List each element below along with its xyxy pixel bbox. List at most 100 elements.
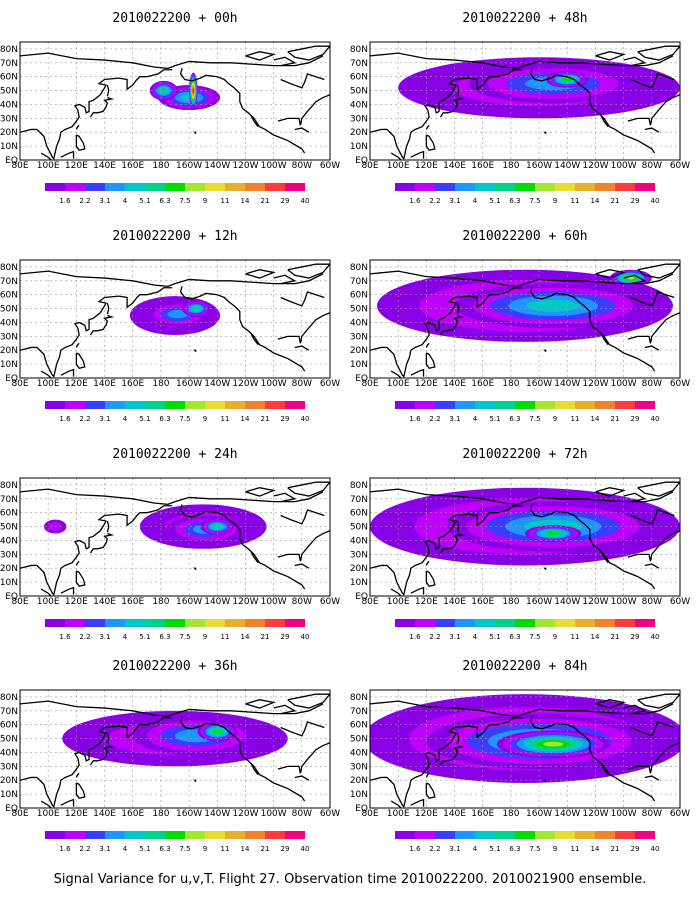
arctic-islands-coast (273, 704, 297, 715)
lat-tick-label: 40N (0, 318, 18, 328)
colorbar-label: 29 (631, 845, 640, 853)
variance-field (377, 269, 673, 342)
colorbar-segment (435, 619, 455, 627)
colorbar-label: 2.2 (79, 845, 90, 853)
cuba-coast (644, 127, 660, 133)
arctic-islands-coast (623, 492, 647, 503)
colorbar-segment (65, 183, 85, 191)
colorbar-segment (185, 401, 205, 409)
asia-coast (20, 287, 173, 378)
colorbar-segment (455, 183, 475, 191)
colorbar-label: 3.1 (449, 415, 460, 423)
colorbar-segment (515, 831, 535, 839)
colorbar-segment (575, 831, 595, 839)
lon-tick-label: 140W (554, 379, 580, 389)
colorbar: 1.6 2.2 3.1 4 5.1 6.3 7.5 9 11 14 21 29 40 (45, 831, 309, 853)
lon-tick-label: 180 (152, 379, 169, 389)
lon-tick-label: 120W (232, 379, 258, 389)
lat-tick-label: 10N (350, 142, 368, 152)
colorbar-label: 2.2 (79, 415, 90, 423)
map-panel: 2010022200 + 12h 80N 70N 60N 50N 40N 30N 20N 10N… (0, 229, 340, 423)
lon-tick-label: 160E (471, 161, 494, 171)
colorbar-segment (635, 183, 655, 191)
colorbar-segment (615, 401, 635, 409)
taiwan-coast (425, 772, 430, 778)
americas-coast (529, 504, 656, 590)
colorbar-segment (265, 831, 285, 839)
variance-contour (547, 531, 559, 536)
colorbar-segment (65, 401, 85, 409)
lon-tick-label: 160W (526, 379, 552, 389)
gulf-atlantic-coast (277, 530, 330, 562)
arctic-islands-coast (595, 51, 626, 61)
colorbar-segment (205, 401, 225, 409)
lon-tick-label: 100E (37, 161, 60, 171)
colorbar-segment (435, 183, 455, 191)
colorbar-segment (535, 183, 555, 191)
colorbar-label: 29 (281, 633, 290, 641)
cuba-coast (294, 345, 310, 351)
map-frame (369, 41, 681, 161)
hawaii-coast (193, 779, 197, 783)
taiwan-coast (425, 342, 430, 348)
lon-tick-label: 80E (11, 379, 28, 389)
panel-title: 2010022200 + 48h (462, 11, 587, 26)
coastlines (20, 481, 330, 596)
colorbar-segment (205, 183, 225, 191)
lon-tick-label: 80W (642, 809, 662, 819)
colorbar-label: 40 (651, 197, 660, 205)
lat-tick-label: 40N (0, 748, 18, 758)
lon-tick-label: 80W (292, 809, 312, 819)
lat-tick-label: 50N (350, 523, 368, 533)
coastlines (20, 693, 330, 808)
lon-tick-label: 180 (502, 161, 519, 171)
arctic-islands-coast (273, 56, 297, 67)
lat-tick-label: EQ (5, 804, 18, 814)
colorbar-label: 7.5 (529, 633, 540, 641)
borneo-coast (60, 368, 75, 377)
lon-tick-label: 140E (93, 597, 116, 607)
lat-tick-label: 30N (350, 762, 368, 772)
colorbar-label: 3.1 (99, 415, 110, 423)
lon-tick-label: 100E (387, 161, 410, 171)
americas-coast (529, 286, 656, 372)
lat-tick-label: 20N (350, 128, 368, 138)
arctic-islands-coast (595, 487, 626, 497)
colorbar-label: 21 (261, 415, 270, 423)
baja-coast (600, 333, 609, 346)
hawaii-coast (543, 131, 547, 135)
asia-coast (20, 505, 173, 596)
colorbar-label: 6.3 (159, 633, 170, 641)
philippines-coast (425, 570, 436, 588)
colorbar-segment (165, 401, 185, 409)
colorbar-segment (455, 619, 475, 627)
taiwan-coast (75, 772, 80, 778)
colorbar-segment (415, 183, 435, 191)
hawaii-coast (543, 349, 547, 353)
lat-tick-label: 60N (350, 73, 368, 83)
coastlines (370, 45, 680, 160)
arctic-coast (370, 270, 674, 288)
lon-tick-label: 120W (582, 597, 608, 607)
arctic-islands-coast (637, 45, 680, 61)
colorbar-segment (285, 183, 305, 191)
arctic-islands-coast (637, 693, 680, 709)
lat-tick-label: 80N (350, 693, 368, 703)
colorbar-label: 3.1 (449, 197, 460, 205)
lat-tick-label: 50N (350, 305, 368, 315)
sakhalin-coast (456, 732, 460, 745)
lat-tick-label: 50N (350, 735, 368, 745)
map-panel: 2010022200 + 84h 80N 70N 60N 50N 40N 30N 20N 10N… (350, 659, 690, 853)
lat-tick-label: 70N (0, 495, 18, 505)
colorbar-segment (85, 619, 105, 627)
lon-tick-label: 100E (387, 597, 410, 607)
variance-field (129, 296, 221, 335)
asia-coast (370, 287, 523, 378)
colorbar: 1.6 2.2 3.1 4 5.1 6.3 7.5 9 11 14 21 29 40 (395, 183, 659, 205)
lon-tick-label: 140E (443, 809, 466, 819)
colorbar-label: 2.2 (429, 415, 440, 423)
colorbar-segment (165, 619, 185, 627)
gulf-atlantic-coast (627, 312, 680, 344)
lon-tick-label: 60W (320, 379, 340, 389)
lon-tick-label: 80E (361, 379, 378, 389)
